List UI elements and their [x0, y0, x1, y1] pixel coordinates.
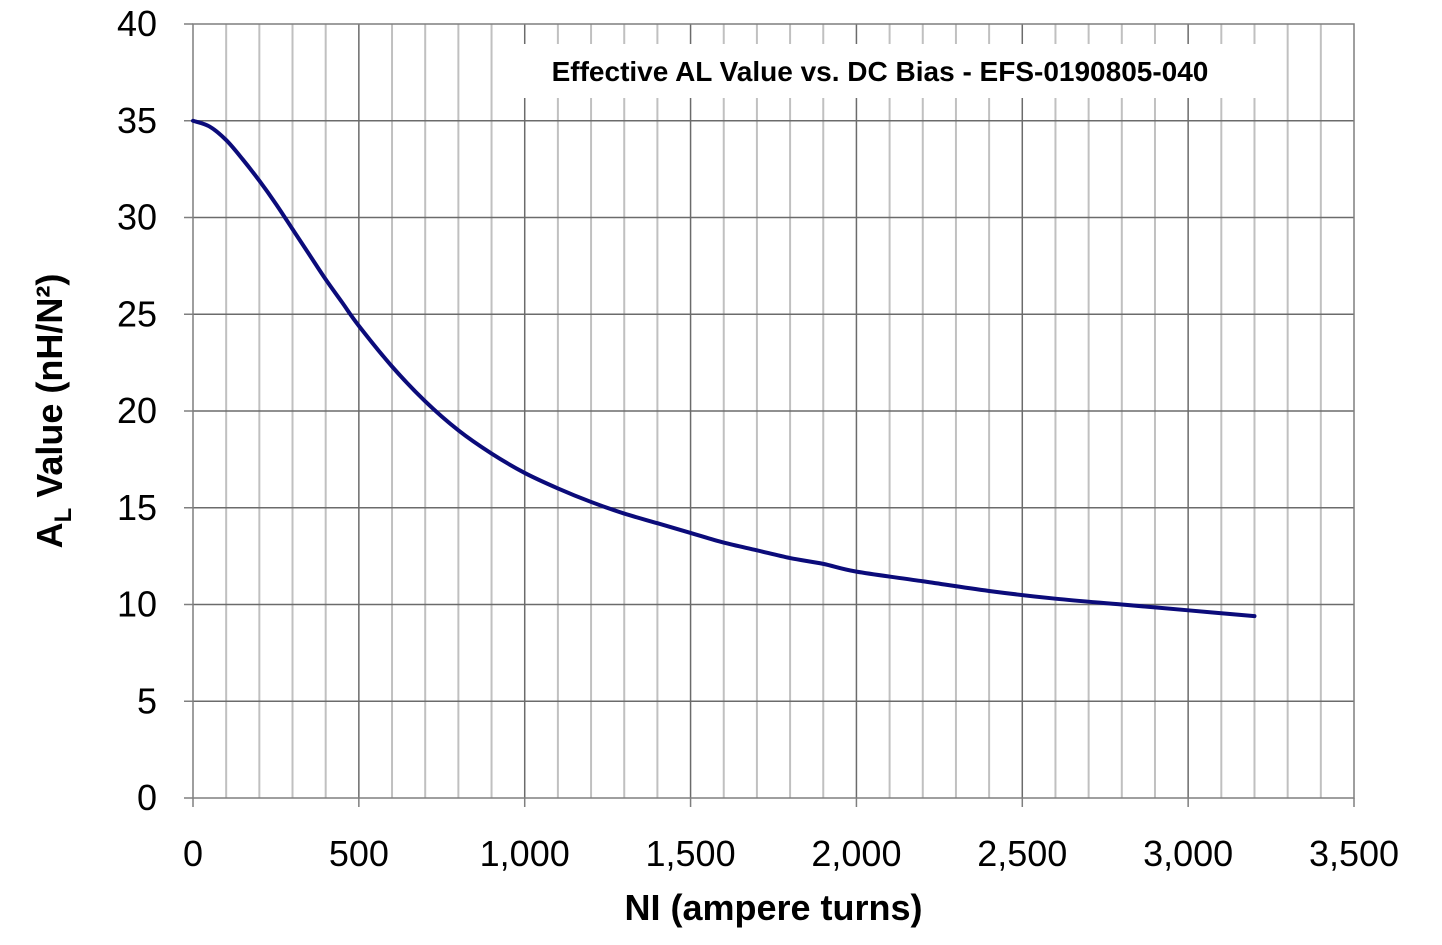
- chart-title-box: [500, 44, 1260, 98]
- y-tick-labels: 0 5 10 15 20 25 30 35 40: [117, 3, 157, 818]
- x-axis-title: NI (ampere turns): [624, 887, 922, 928]
- y-axis-title-rest: Value (nH/N²): [29, 274, 70, 508]
- y-tick-label: 30: [117, 197, 157, 238]
- x-tick-label: 3,000: [1143, 833, 1233, 874]
- y-axis-title-subscript: L: [50, 508, 77, 523]
- x-tick-label: 1,000: [480, 833, 570, 874]
- x-tick-label: 0: [183, 833, 203, 874]
- y-tick-label: 5: [137, 680, 157, 721]
- y-tick-label: 0: [137, 777, 157, 818]
- x-tick-label: 3,500: [1309, 833, 1399, 874]
- x-tick-labels: 0 500 1,000 1,500 2,000 2,500 3,000 3,500: [183, 833, 1399, 874]
- series-line: [191, 118, 1257, 619]
- y-tick-label: 35: [117, 100, 157, 141]
- y-axis-title: AL Value (nH/N²): [29, 274, 77, 549]
- major-grid: [193, 24, 1354, 798]
- y-tick-label: 40: [117, 3, 157, 44]
- x-tick-label: 2,500: [977, 833, 1067, 874]
- chart-title: Effective AL Value vs. DC Bias - EFS-019…: [552, 56, 1209, 87]
- y-tick-label: 10: [117, 584, 157, 625]
- y-tick-label: 20: [117, 390, 157, 431]
- y-tick-label: 25: [117, 293, 157, 334]
- x-tick-label: 1,500: [646, 833, 736, 874]
- y-tick-label: 15: [117, 487, 157, 528]
- x-tick-label: 500: [329, 833, 389, 874]
- y-axis-title-main: A: [29, 522, 70, 548]
- x-tick-label: 2,000: [811, 833, 901, 874]
